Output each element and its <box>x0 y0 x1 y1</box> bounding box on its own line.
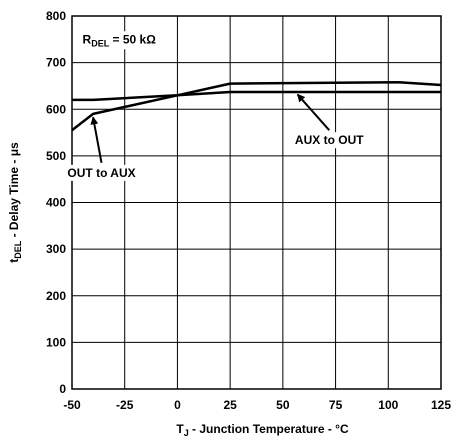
x-tick-label: 50 <box>276 398 290 412</box>
series-arrow-1 <box>296 93 330 131</box>
x-tick-label: 100 <box>378 398 398 412</box>
annotation-rdel-bg <box>79 31 160 50</box>
tick-labels: -50 -25 0 25 50 75 100 125 0 100 200 300 400 500 600 70… <box>46 9 451 412</box>
y-tick-label: 500 <box>46 149 66 163</box>
x-tick-label: 75 <box>329 398 343 412</box>
y-axis-title: tDEL - Delay Time - μs <box>7 142 23 263</box>
plot-frame <box>71 15 442 390</box>
y-tick-label: 100 <box>46 335 66 349</box>
y-tick-label: 300 <box>46 242 66 256</box>
y-tick-label: 800 <box>46 9 66 23</box>
x-tick-label: 25 <box>223 398 237 412</box>
y-tick-label: 400 <box>46 196 66 210</box>
series-line-1 <box>72 90 441 102</box>
y-tick-label: 0 <box>59 382 66 396</box>
x-tick-label: -50 <box>63 398 81 412</box>
x-tick-label: -25 <box>116 398 134 412</box>
series-line-0 <box>71 80 442 132</box>
x-tick-label: 0 <box>174 398 181 412</box>
series-label-1: AUX to OUT <box>295 133 364 147</box>
y-tick-label: 700 <box>46 56 66 70</box>
series-label-0: OUT to AUX <box>67 166 135 180</box>
annotations: OUT to AUX AUX to OUT <box>64 93 367 181</box>
series-layer <box>71 80 442 132</box>
x-tick-label: 125 <box>431 398 451 412</box>
grid <box>71 15 442 390</box>
series-label-bg-1 <box>291 132 367 149</box>
y-tick-label: 200 <box>46 289 66 303</box>
series-arrow-0 <box>90 116 103 164</box>
series-label-bg-0 <box>64 164 139 181</box>
y-tick-label: 600 <box>46 102 66 116</box>
annotation-rdel: RDEL = 50 kΩ <box>83 32 157 48</box>
x-axis-title: TJ - Junction Temperature - °C <box>176 422 349 438</box>
